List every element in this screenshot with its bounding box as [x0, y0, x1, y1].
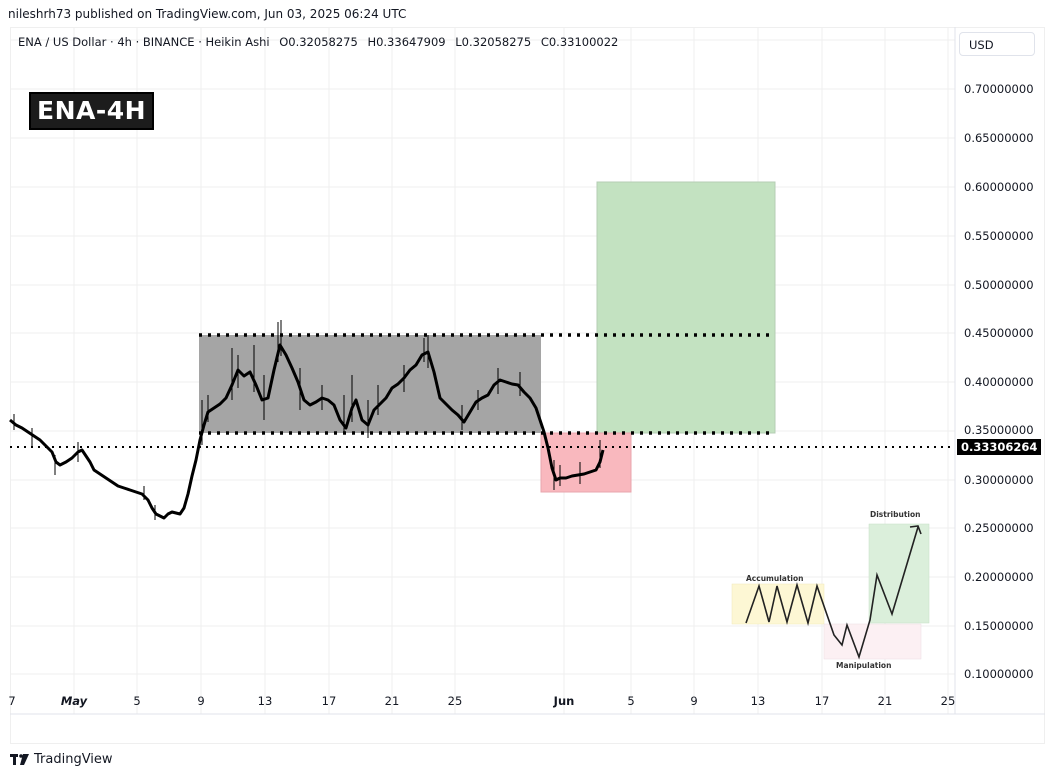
time-tick: 21: [384, 694, 400, 708]
heikin-ashi-candles[interactable]: [9, 320, 605, 520]
arrow-head-icon: [909, 525, 922, 535]
time-tick: 5: [133, 694, 141, 708]
time-tick: 7: [8, 694, 16, 708]
price-tick: 0.20000000: [964, 570, 1034, 584]
price-tick: 0.30000000: [964, 473, 1034, 487]
time-tick: 13: [750, 694, 766, 708]
symbol-info: ENA / US Dollar · 4h · BINANCE · Heikin …: [18, 35, 270, 49]
manipulation-label: Manipulation: [836, 661, 892, 670]
time-tick: 17: [814, 694, 830, 708]
last-price-label: 0.33306264: [957, 439, 1042, 455]
time-tick: 25: [447, 694, 463, 708]
ohlc-high: H0.33647909: [367, 35, 446, 49]
stop-zone-box[interactable]: [540, 432, 632, 493]
time-tick-month: Jun: [553, 694, 575, 708]
price-tick: 0.65000000: [964, 131, 1034, 145]
price-tick: 0.60000000: [964, 180, 1034, 194]
price-tick: 0.25000000: [964, 521, 1034, 535]
price-tick: 0.35000000: [964, 423, 1034, 437]
ohlc-low: L0.32058275: [455, 35, 532, 49]
ohlc-open: O0.32058275: [279, 35, 358, 49]
symbol-legend[interactable]: ENA / US Dollar · 4h · BINANCE · Heikin …: [18, 35, 624, 49]
price-tick: 0.70000000: [964, 82, 1034, 96]
accumulation-label: Accumulation: [746, 574, 804, 583]
target-zone-box[interactable]: [596, 181, 776, 434]
distribution-zone: [868, 523, 930, 624]
chart-pane[interactable]: [10, 27, 1045, 744]
price-tick: 0.50000000: [964, 278, 1034, 292]
price-tick: 0.55000000: [964, 229, 1034, 243]
time-tick: 5: [627, 694, 635, 708]
price-tick: 0.40000000: [964, 375, 1034, 389]
tradingview-brand-text: TradingView: [34, 752, 113, 767]
currency-button[interactable]: USD: [959, 32, 1035, 56]
horizontal-gridlines: [10, 39, 955, 675]
time-tick: 9: [690, 694, 698, 708]
time-tick-month: May: [60, 694, 88, 708]
amd-inset-diagram: [731, 523, 930, 660]
publisher-line: nileshrh73 published on TradingView.com,…: [8, 7, 407, 21]
time-tick: 9: [197, 694, 205, 708]
time-tick: 17: [321, 694, 337, 708]
tradingview-logo[interactable]: TradingView: [10, 752, 113, 767]
price-tick: 0.10000000: [964, 667, 1034, 681]
time-tick: 25: [940, 694, 956, 708]
time-tick: 21: [877, 694, 893, 708]
distribution-label: Distribution: [870, 510, 921, 519]
price-tick: 0.45000000: [964, 326, 1034, 340]
price-tick: 0.15000000: [964, 619, 1034, 633]
tradingview-logo-icon: [10, 753, 29, 765]
chart-title-badge: ENA-4H: [29, 92, 155, 130]
ohlc-close: C0.33100022: [540, 35, 619, 49]
time-tick: 13: [257, 694, 273, 708]
amd-price-path: [745, 526, 919, 660]
